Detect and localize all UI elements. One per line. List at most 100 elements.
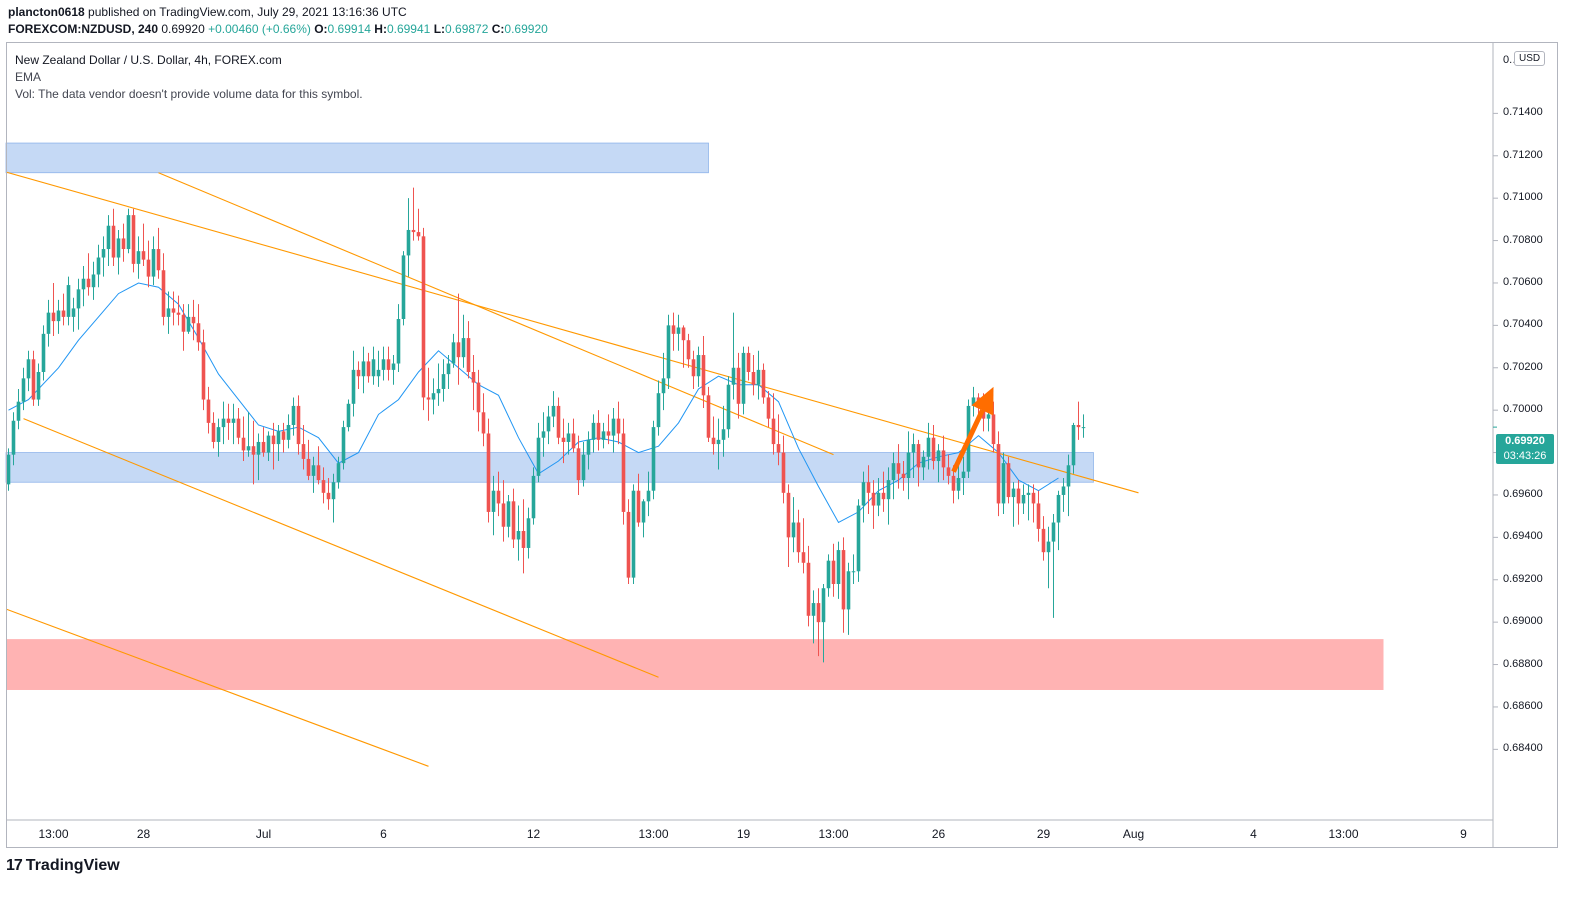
candle [926, 422, 931, 470]
candle-body [341, 427, 346, 464]
candle [751, 355, 756, 396]
current-price: 0.69920 [1505, 435, 1545, 447]
candle [546, 405, 551, 445]
candle [871, 480, 876, 529]
candle-body [811, 603, 816, 616]
candle-body [1006, 463, 1011, 498]
candle [936, 444, 941, 483]
candle [16, 388, 21, 430]
candle-body [96, 257, 101, 275]
candle [91, 261, 96, 300]
candle [946, 454, 951, 485]
candle-body [416, 232, 421, 237]
candle-body [1066, 465, 1071, 487]
candle [736, 352, 741, 419]
y-tick-label: 0.70000 [1503, 403, 1543, 416]
candle-body [41, 333, 46, 373]
candle [421, 227, 426, 411]
tradingview-brand[interactable]: 17 TradingView [6, 857, 120, 875]
candle [31, 350, 36, 406]
candle [226, 403, 231, 440]
x-tick-label: 19 [736, 827, 751, 841]
candle-body [256, 441, 261, 455]
brand-name: TradingView [25, 857, 120, 874]
candle-body [766, 397, 771, 419]
candle [576, 435, 581, 495]
candle-body [786, 492, 791, 538]
candle [1051, 514, 1056, 618]
x-tick-label: 6 [380, 827, 387, 841]
tradingview-logo-icon: 17 [6, 857, 23, 874]
candle [136, 236, 141, 279]
candle [766, 391, 771, 428]
candle-body [151, 249, 156, 277]
candle-body [896, 463, 901, 474]
y-tick-label: 0.68800 [1503, 657, 1543, 670]
candle [121, 223, 126, 262]
candle-body [1036, 503, 1041, 529]
arrow-layer [951, 386, 1497, 473]
candle [316, 446, 321, 485]
y-tick-label: 0.68400 [1503, 742, 1543, 755]
candle-body [986, 414, 991, 419]
candle [426, 367, 431, 421]
candle [861, 471, 866, 523]
candle [191, 299, 196, 341]
candle [201, 329, 206, 411]
candle-body [521, 530, 526, 548]
candle-body [581, 454, 586, 481]
candle-body [861, 482, 866, 506]
candle-body [1021, 494, 1026, 504]
candle [956, 465, 961, 500]
candle [356, 361, 361, 389]
candle [1071, 422, 1076, 474]
candle-body [431, 393, 436, 400]
candle [681, 325, 686, 368]
candle [171, 291, 176, 326]
candle [1066, 454, 1071, 517]
candle [661, 352, 666, 411]
candle-body [441, 374, 446, 389]
candle-body [936, 450, 941, 462]
candle [26, 350, 31, 392]
candle [266, 431, 271, 462]
candle-body [101, 249, 106, 258]
candle [581, 441, 586, 487]
x-tick-label: 13:00 [1328, 827, 1359, 841]
candle [181, 304, 186, 351]
candle [731, 312, 736, 400]
candle [1021, 484, 1026, 515]
candle [821, 583, 826, 663]
candle-body [241, 437, 246, 451]
candle-body [541, 431, 546, 438]
candle [36, 363, 41, 406]
candle-body [851, 571, 856, 573]
candle-body [166, 308, 171, 317]
x-tick-label: Jul [255, 827, 272, 841]
y-tick-label: 0.71200 [1503, 148, 1543, 161]
symbol-label[interactable]: FOREXCOM:NZDUSD, 240 [8, 22, 159, 36]
candle [961, 456, 966, 495]
ema-indicator-label[interactable]: EMA [15, 70, 42, 84]
candle-body [796, 522, 801, 553]
candle-body [586, 439, 591, 455]
candle-body [76, 289, 81, 309]
candle [1031, 484, 1036, 523]
candle-body [446, 363, 451, 375]
candle-body [666, 325, 671, 379]
candle-body [36, 372, 41, 400]
candle [556, 397, 561, 445]
currency-button[interactable]: USD [1514, 51, 1546, 66]
author-name[interactable]: plancton0618 [8, 5, 85, 19]
candle [186, 304, 191, 334]
candle-body [641, 501, 646, 523]
candle [606, 414, 611, 445]
candle [466, 321, 471, 379]
y-tick-label: 0.70600 [1503, 275, 1543, 288]
y-tick-label: 0.71000 [1503, 191, 1543, 204]
bar-countdown: 03:43:26 [1503, 450, 1547, 462]
candle [586, 431, 591, 470]
candle-body [806, 562, 811, 616]
candle-body [471, 372, 476, 383]
